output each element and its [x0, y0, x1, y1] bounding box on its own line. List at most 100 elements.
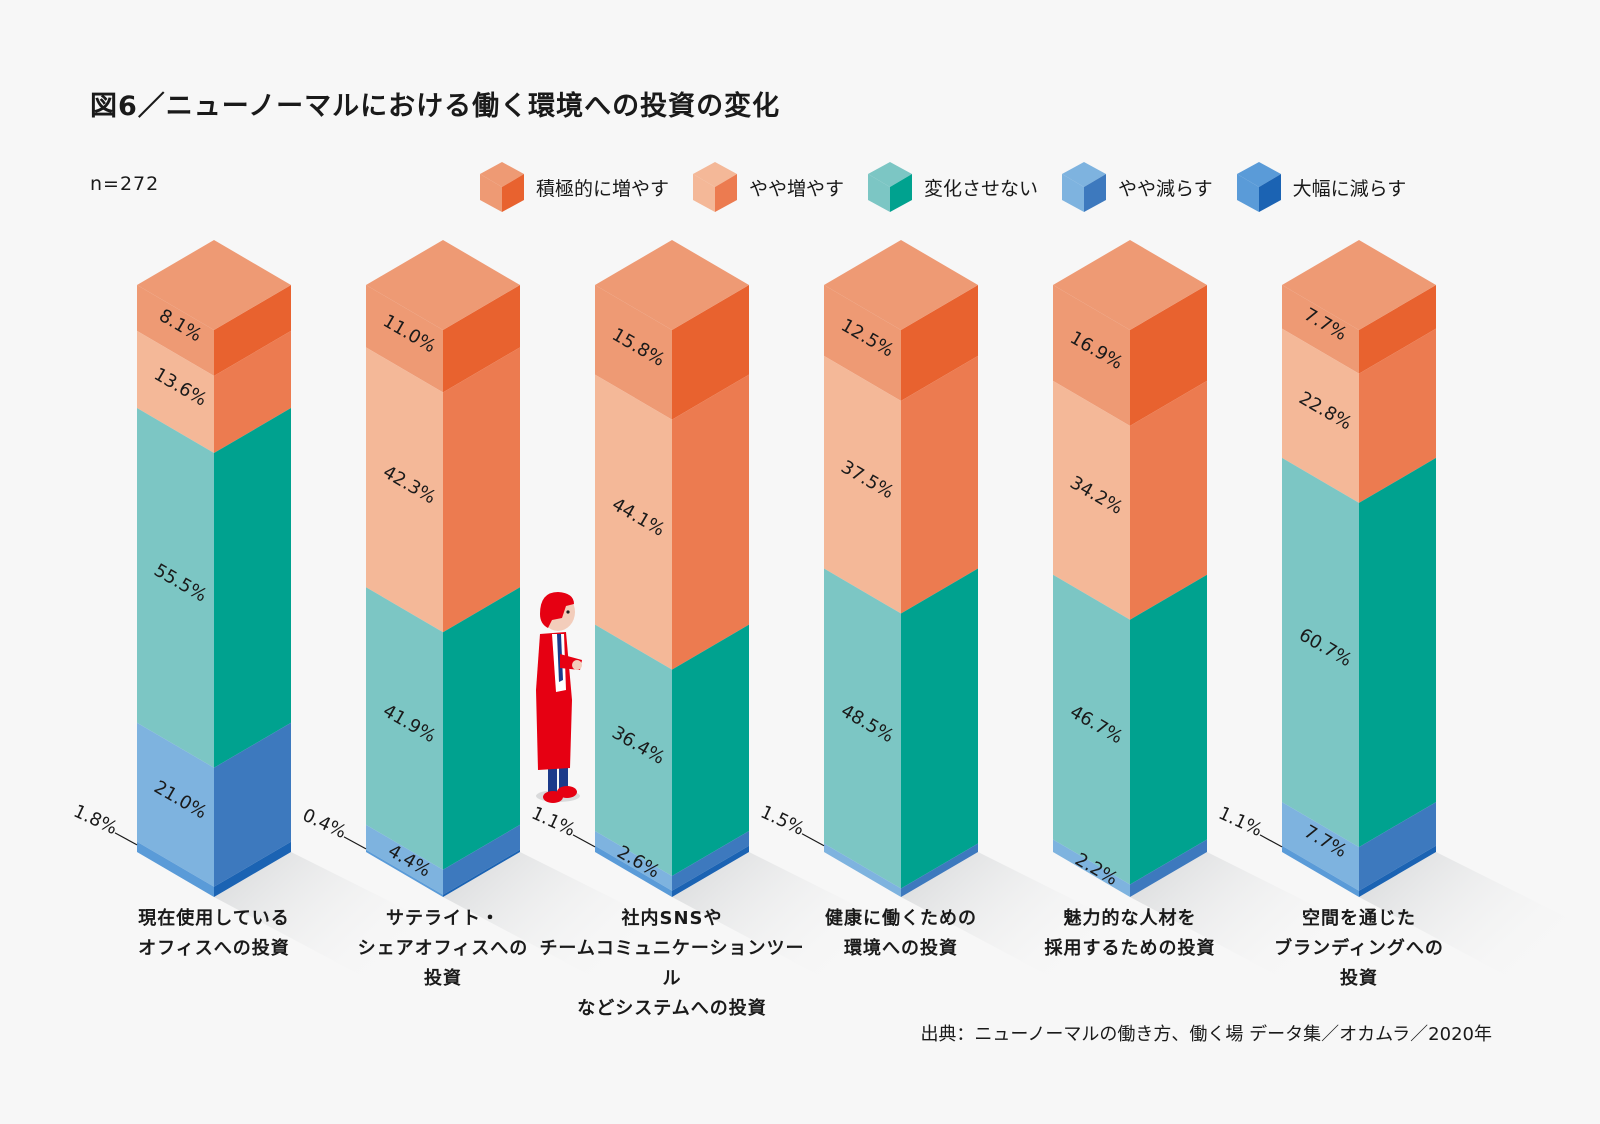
data-label-outside: 0.4% [299, 805, 349, 843]
legend-label: 積極的に増やす [536, 177, 670, 200]
category-label-line: 投資 [1340, 968, 1378, 989]
bar-segment-left-face [595, 374, 672, 670]
category-label: サテライト・ シェアオフィスへの 投資 [303, 904, 583, 994]
category-label-line: などシステムへの投資 [577, 998, 767, 1019]
bar-segment-left-face [1053, 380, 1130, 620]
category-label-line: 空間を通じた [1302, 908, 1416, 929]
bar-segment-right-face [1359, 457, 1436, 848]
category-label: 魅力的な人材を 採用するための投資 [990, 904, 1270, 964]
stacked-column [137, 240, 291, 897]
person-illustration [536, 592, 582, 803]
data-label-outside: 1.8% [70, 801, 120, 839]
bar-segment-right-face [443, 587, 520, 870]
bar-segment-right-face [443, 285, 520, 393]
cube-left-face [480, 174, 502, 212]
category-label: 空間を通じた ブランディングへの 投資 [1219, 904, 1499, 994]
category-label-line: ブランディングへの [1274, 938, 1444, 959]
bar-segment-left-face [595, 624, 672, 877]
category-label-line: シェアオフィスへの [357, 938, 529, 959]
cube-left-face [1236, 174, 1259, 212]
leader-line [114, 832, 138, 846]
leader-line [1259, 834, 1283, 848]
column-shadow [1130, 852, 1357, 977]
bar-segment-left-face [1282, 845, 1359, 897]
legend-label: 変化させない [924, 177, 1039, 200]
bar-segment-left-face [366, 587, 443, 870]
bar-segment-left-face [1053, 574, 1130, 885]
bar-segment-left-face [595, 831, 672, 891]
column-top-face [595, 240, 749, 330]
cube-top-face [693, 162, 738, 187]
bar-segment-right-face [901, 843, 978, 897]
data-label-outside: 1.1% [1215, 803, 1265, 841]
cube-right-face [890, 174, 913, 212]
column-top-face [1282, 240, 1436, 330]
bar-segment-right-face [672, 845, 749, 897]
column-top-face [1053, 240, 1207, 330]
bar-segment-right-face [1130, 574, 1207, 885]
column-shadow [901, 852, 1128, 977]
bar-segment-left-face [824, 285, 901, 401]
legend-item-slight-decrease: やや減らす [1060, 160, 1213, 214]
bar-segment-right-face [1359, 802, 1436, 891]
bar-segment-right-face [672, 624, 749, 877]
bar-segment-right-face [901, 568, 978, 889]
bar-segment-left-face [137, 285, 214, 376]
category-label-line: 採用するための投資 [1044, 938, 1216, 959]
bar-segment-left-face [137, 841, 214, 897]
column-top-face [824, 240, 978, 330]
cube-right-face [1258, 174, 1281, 212]
bar-segment-right-face [214, 841, 291, 897]
category-label-line: 投資 [424, 968, 462, 989]
category-label-line: オフィスへの投資 [138, 938, 290, 959]
bar-segment-left-face [1282, 285, 1359, 374]
cube-right-face [502, 174, 524, 212]
bar-segment-right-face [901, 355, 978, 614]
cube-right-face [1084, 174, 1107, 212]
bar-segment-right-face [214, 722, 291, 887]
cube-left-face [868, 174, 891, 212]
legend-item-strong-decrease: 大幅に減らす [1235, 160, 1407, 214]
stacked-column [1053, 240, 1207, 897]
bar-segment-left-face [137, 722, 214, 887]
bar-segment-left-face [824, 568, 901, 889]
bar-segment-right-face [672, 831, 749, 891]
category-label-line: 社内SNSや [621, 908, 723, 929]
cube-left-face [693, 174, 716, 212]
bar-segment-right-face [214, 330, 291, 454]
data-label-outside: 1.1% [528, 803, 578, 841]
source-citation: 出典：ニューノーマルの働き方、働く場 データ集／オカムラ／2020年 [920, 1024, 1492, 1045]
stacked-column [824, 240, 978, 897]
column-top-face [366, 240, 520, 330]
legend-cube-icon [1236, 162, 1281, 212]
category-label-line: 魅力的な人材を [1063, 908, 1197, 929]
legend-cube-icon [868, 162, 913, 212]
cube-left-face [1062, 174, 1085, 212]
legend-item-no-change: 変化させない [866, 160, 1038, 214]
bar-segment-right-face [443, 347, 520, 633]
bar-segment-left-face [137, 330, 214, 454]
bar-segment-right-face [1359, 845, 1436, 897]
cube-top-face [1236, 162, 1281, 187]
bar-segment-right-face [1130, 839, 1207, 897]
legend-label: 大幅に減らす [1292, 177, 1407, 200]
leader-line [572, 834, 596, 848]
bar-segment-left-face [366, 824, 443, 895]
category-label-line: 現在使用している [138, 908, 290, 929]
legend-cube-icon [1062, 162, 1107, 212]
bar-segment-right-face [672, 285, 749, 420]
column-shadow [1359, 852, 1586, 977]
sample-size: n=272 [90, 173, 160, 195]
column-shadow [443, 852, 670, 977]
leader-line [343, 836, 367, 850]
stacked-column [1282, 240, 1436, 897]
bar-segment-right-face [1359, 285, 1436, 374]
cube-top-face [1062, 162, 1107, 187]
bar-segment-right-face [1359, 328, 1436, 503]
bar-segment-left-face [824, 355, 901, 614]
category-label: 社内SNSや チームコミュニケーションツール などシステムへの投資 [532, 904, 812, 1024]
cube-top-face [480, 162, 524, 187]
bar-segment-left-face [366, 285, 443, 393]
bar-segment-left-face [824, 843, 901, 897]
